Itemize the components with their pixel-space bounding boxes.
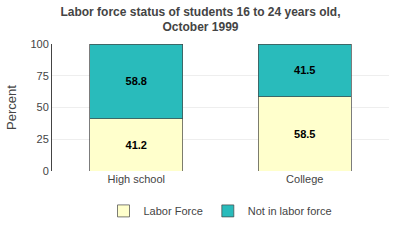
svg-text:100: 100 bbox=[30, 38, 48, 50]
svg-text:50: 50 bbox=[37, 101, 49, 113]
svg-text:College: College bbox=[286, 173, 323, 185]
svg-text:Not in labor force: Not in labor force bbox=[248, 205, 332, 217]
svg-text:41.2: 41.2 bbox=[126, 139, 147, 151]
svg-text:Labor force status of students: Labor force status of students 16 to 24 … bbox=[60, 5, 340, 35]
svg-text:High school: High school bbox=[108, 173, 165, 185]
svg-text:Percent: Percent bbox=[4, 85, 19, 130]
svg-text:25: 25 bbox=[37, 133, 49, 145]
svg-text:41.5: 41.5 bbox=[294, 64, 315, 76]
svg-text:Labor Force: Labor Force bbox=[144, 205, 203, 217]
svg-text:0: 0 bbox=[43, 165, 49, 177]
svg-text:75: 75 bbox=[37, 70, 49, 82]
svg-text:58.8: 58.8 bbox=[126, 75, 147, 87]
svg-text:58.5: 58.5 bbox=[294, 128, 315, 140]
